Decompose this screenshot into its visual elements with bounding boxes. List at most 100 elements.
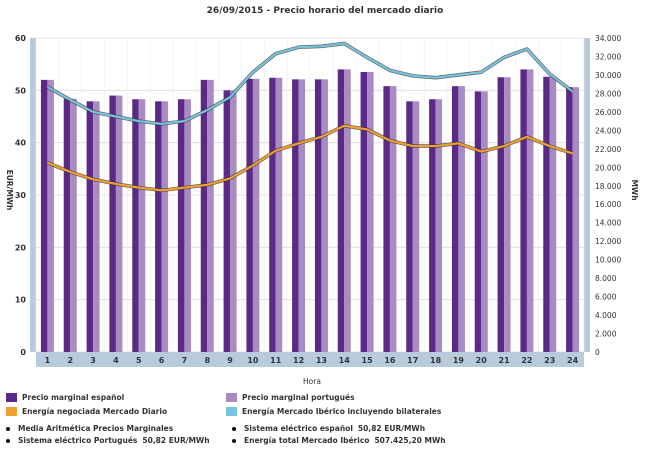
x-axis-title: Hora: [303, 377, 321, 386]
bar-portuguese-price: [481, 91, 488, 352]
x-tick-label: 9: [227, 356, 233, 365]
x-tick-label: 20: [476, 356, 488, 365]
line-iberian-energy: [46, 42, 574, 125]
y-axis-title-left: EUR/MWh: [5, 170, 14, 211]
x-tick-label: 12: [293, 356, 304, 365]
bar-portuguese-price: [458, 86, 465, 352]
y-tick-label-right: 24.000: [595, 126, 621, 135]
y-axis-title-right: MWh: [630, 179, 639, 200]
x-tick-label: 1: [45, 356, 51, 365]
y-tick-label-right: 10.000: [595, 256, 621, 265]
bar-portuguese-price: [435, 99, 443, 352]
y-tick-label-left: 20: [15, 243, 27, 252]
stat-label: Energía total Mercado Ibérico: [244, 436, 370, 445]
y-tick-label-left: 10: [15, 296, 27, 305]
bar-spanish-price: [360, 72, 368, 353]
bar-spanish-price: [269, 77, 276, 353]
bar-spanish-price: [406, 101, 413, 352]
bar-spanish-price: [109, 95, 116, 353]
bar-spanish-price: [383, 86, 390, 352]
bar-portuguese-price: [572, 87, 580, 353]
legend-label: Precio marginal portugués: [242, 393, 355, 402]
bullet-icon: [6, 438, 10, 443]
right-axis-band: [584, 38, 590, 352]
y-tick-label-right: 14.000: [595, 219, 621, 228]
x-tick-label: 14: [339, 356, 351, 365]
bar-portuguese-price: [321, 79, 328, 353]
left-axis-band: [30, 38, 36, 352]
bar-spanish-price: [543, 76, 550, 352]
y-tick-label-right: 16.000: [595, 200, 621, 209]
x-tick-label: 4: [113, 356, 119, 365]
y-tick-label-left: 0: [20, 348, 26, 357]
bar-spanish-price: [86, 101, 94, 352]
bar-portuguese-price: [70, 98, 77, 352]
legend-swatch: [6, 407, 17, 416]
y-tick-label-right: 0: [595, 348, 600, 357]
x-tick-label: 7: [182, 356, 188, 365]
stat-label: Sistema eléctrico español: [244, 424, 353, 433]
legend-item-spanish-price: Precio marginal español: [6, 393, 124, 402]
bullet-icon: [232, 426, 236, 431]
x-axis-band: [36, 352, 584, 367]
legend-item-daily-energy: Energía negociada Mercado Diario: [6, 407, 167, 416]
bar-portuguese-price: [230, 90, 237, 352]
legend-label: Energía negociada Mercado Diario: [22, 407, 168, 416]
bar-spanish-price: [292, 79, 299, 353]
bar-spanish-price: [177, 99, 185, 352]
bar-spanish-price: [429, 99, 436, 352]
y-tick-label-right: 20.000: [595, 163, 621, 172]
bar-spanish-price: [451, 86, 459, 352]
bar-spanish-price: [474, 91, 482, 352]
bar-portuguese-price: [184, 99, 191, 352]
bar-spanish-price: [40, 79, 48, 352]
stat-value: 50,82 EUR/MWh: [142, 436, 210, 445]
bar-portuguese-price: [138, 99, 146, 352]
bar-portuguese-price: [367, 72, 374, 353]
bar-spanish-price: [155, 101, 162, 352]
x-tick-label: 17: [407, 356, 418, 365]
stat-total-energy: Energía total Mercado Ibérico 507.425,20…: [232, 436, 446, 445]
y-tick-label-right: 4.000: [595, 311, 617, 320]
x-tick-label: 11: [270, 356, 282, 365]
x-tick-label: 19: [453, 356, 465, 365]
y-tick-label-left: 30: [15, 191, 27, 200]
legend-item-iberian-energy: Energía Mercado Ibérico incluyendo bilat…: [226, 407, 441, 416]
stat-label: Sistema eléctrico Portugués: [18, 436, 138, 445]
x-tick-label: 21: [499, 356, 511, 365]
bar-spanish-price: [337, 69, 345, 353]
line-daily-energy: [47, 124, 573, 192]
x-tick-label: 10: [247, 356, 259, 365]
bar-portuguese-price: [526, 69, 534, 353]
y-tick-label-right: 2.000: [595, 330, 617, 339]
y-tick-label-right: 8.000: [595, 274, 617, 283]
bar-portuguese-price: [504, 77, 511, 352]
bar-spanish-price: [314, 79, 322, 353]
bar-portuguese-price: [344, 69, 351, 353]
y-tick-label-right: 28.000: [595, 89, 621, 98]
bar-portuguese-price: [161, 101, 169, 352]
y-tick-label-right: 12.000: [595, 237, 621, 246]
y-tick-label-left: 50: [15, 86, 27, 95]
legend-label: Energía Mercado Ibérico incluyendo bilat…: [242, 407, 442, 416]
y-tick-label-right: 30.000: [595, 71, 621, 80]
x-tick-label: 18: [430, 356, 442, 365]
stat-label: Media Aritmética Precios Marginales: [18, 424, 174, 433]
x-tick-label: 8: [204, 356, 210, 365]
bar-spanish-price: [566, 87, 573, 353]
chart-title: 26/09/2015 - Precio horario del mercado …: [206, 6, 444, 16]
x-tick-label: 3: [90, 356, 96, 365]
bar-portuguese-price: [549, 76, 557, 352]
x-tick-label: 22: [521, 356, 532, 365]
bar-portuguese-price: [47, 79, 54, 352]
bar-spanish-price: [520, 69, 527, 353]
bullet-icon: [6, 426, 10, 431]
legend-swatch: [226, 407, 237, 416]
y-tick-label-right: 26.000: [595, 108, 621, 117]
y-tick-label-right: 22.000: [595, 145, 621, 154]
y-tick-label-right: 6.000: [595, 293, 617, 302]
bar-portuguese-price: [412, 101, 420, 352]
legend-swatch: [226, 393, 237, 402]
bar-portuguese-price: [298, 79, 306, 353]
legend-item-portuguese-price: Precio marginal portugués: [226, 393, 355, 402]
